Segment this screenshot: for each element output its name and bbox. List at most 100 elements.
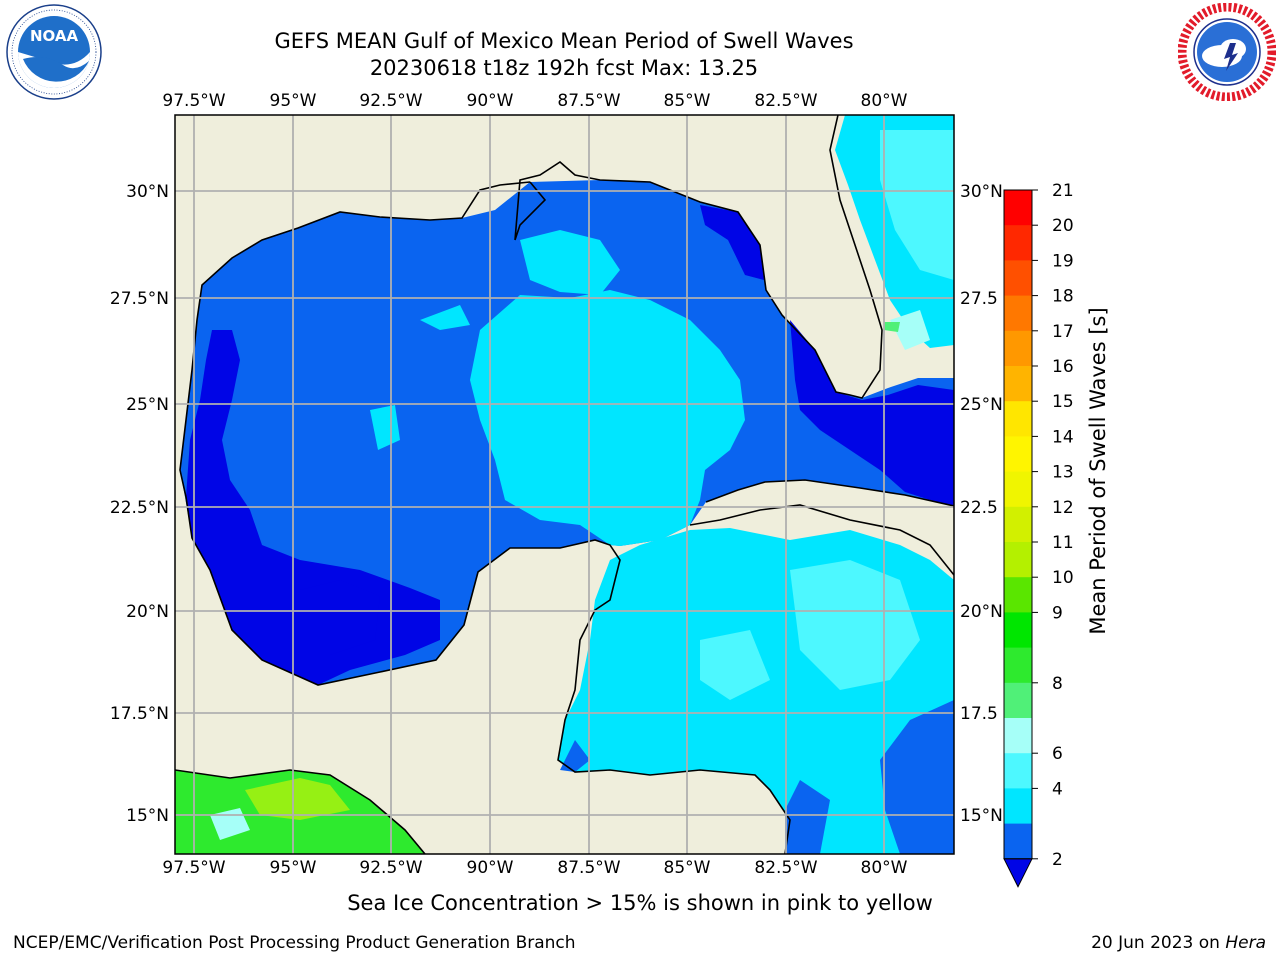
colorbar-tick-label: 18: [1052, 287, 1074, 307]
colorbar-tick-label: 14: [1052, 427, 1074, 447]
atlantic-patch-9-10s: [884, 322, 900, 332]
lon-label-bottom: 80°W: [861, 858, 908, 878]
colorbar-tick-label: 17: [1052, 322, 1074, 342]
map-subtitle: 20230618 t18z 192h fcst Max: 13.25: [369, 56, 759, 80]
colorbar-segment: [1004, 753, 1032, 789]
lon-label-top: 80°W: [861, 91, 908, 111]
caribbean-patch-6-8s-b: [700, 630, 770, 700]
colorbar-label: Mean Period of Swell Waves [s]: [1086, 307, 1110, 634]
colorbar-segment: [1004, 506, 1032, 543]
footer-date: 20 Jun 2023 on Hera: [1091, 933, 1266, 953]
colorbar-tick-label: 4: [1052, 779, 1063, 799]
gulf-patch-4-6s-a: [520, 230, 620, 295]
lat-label-left: 15°N: [126, 806, 169, 826]
lon-label-bottom: 82.5°W: [754, 858, 817, 878]
colorbar-tick-label: 20: [1052, 216, 1074, 236]
colorbar-segment: [1004, 682, 1032, 719]
lon-label-top: 92.5°W: [359, 91, 422, 111]
lat-label-right: 22.5: [960, 498, 998, 518]
graticule: [175, 115, 954, 854]
lon-label-top: 82.5°W: [754, 91, 817, 111]
lat-label-right: 27.5: [960, 289, 998, 309]
lat-label-right: 17.5: [960, 704, 998, 724]
lon-label-bottom: 95°W: [270, 858, 317, 878]
colorbar-tick-label: 19: [1052, 251, 1074, 271]
noaa-logo-icon: NOAA: [6, 4, 102, 100]
lon-label-bottom: 85°W: [664, 858, 711, 878]
lon-label-top: 85°W: [664, 91, 711, 111]
atlantic-patch-6-8s: [880, 130, 954, 280]
atlantic-patch-8-9s: [890, 310, 930, 350]
lon-label-top: 87.5°W: [557, 91, 620, 111]
sea-ice-note: Sea Ice Concentration > 15% is shown in …: [347, 891, 933, 915]
low-period-region-east: [790, 320, 954, 506]
colorbar-tick-label: 11: [1052, 533, 1074, 553]
colorbar-segment: [1004, 260, 1032, 297]
colorbar-segment: [1004, 577, 1032, 613]
colorbar-tick-label: 12: [1052, 498, 1074, 518]
lon-label-top: 90°W: [467, 91, 514, 111]
lon-label-top: 95°W: [270, 91, 317, 111]
footer-branch: NCEP/EMC/Verification Post Processing Pr…: [13, 933, 576, 953]
colorbar-segment: [1004, 225, 1032, 261]
map-frame: [174, 114, 955, 855]
colorbar-segment: [1004, 542, 1032, 578]
colorbar-tick-label: 2: [1052, 850, 1063, 870]
colorbar-segment: [1004, 788, 1032, 825]
lat-label-left: 17.5°N: [110, 704, 169, 724]
colorbar-segment: [1004, 190, 1032, 226]
colorbar-segment: [1004, 366, 1032, 402]
pacific-patch-12-13s: [245, 778, 350, 820]
lat-label-left: 27.5°N: [110, 289, 169, 309]
colorbar-segment: [1004, 612, 1032, 649]
colorbar-segment: [1004, 823, 1032, 860]
colorbar-tick-label: 21: [1052, 181, 1074, 201]
colorbar-tick-label: 16: [1052, 357, 1074, 377]
noaa-wordmark: NOAA: [30, 27, 79, 45]
colorbar-tick-label: 13: [1052, 463, 1074, 483]
lat-label-right: 30°N: [960, 182, 1003, 202]
colorbar-frame: [1003, 189, 1033, 860]
lon-label-bottom: 87.5°W: [557, 858, 620, 878]
colorbar-tick-label: 8: [1052, 674, 1063, 694]
caribbean-patch-6-8s: [790, 560, 920, 690]
lat-label-right: 15°N: [960, 806, 1003, 826]
caribbean-southcentral-2-4s: [785, 780, 830, 854]
colorbar: 21 20 19 18 17 16 15 14 13 12 11 10 9 8 6 4 2: [1003, 181, 1074, 888]
colorbar-tick-label: 6: [1052, 744, 1063, 764]
colorbar-segment: [1004, 471, 1032, 508]
footer-host: Hera: [1225, 933, 1266, 953]
lat-label-left: 25°N: [126, 395, 169, 415]
lon-label-bottom: 90°W: [467, 858, 514, 878]
caribbean-southwest-2-4s: [560, 740, 590, 772]
colorbar-tick-label: 15: [1052, 392, 1074, 412]
colorbar-segment: [1004, 718, 1032, 754]
colorbar-extend-arrow: [1003, 858, 1033, 888]
colorbar-tick-label: 10: [1052, 568, 1074, 588]
lat-label-left: 20°N: [126, 602, 169, 622]
colorbar-segment: [1004, 295, 1032, 332]
colorbar-tick-label: 9: [1052, 603, 1063, 623]
lat-label-right: 20°N: [960, 602, 1003, 622]
pacific-patch-8-9s: [210, 808, 250, 840]
gulf-patch-4-6s-c: [420, 305, 470, 330]
low-period-region-north: [700, 205, 764, 280]
lon-label-bottom: 97.5°W: [162, 858, 225, 878]
lon-label-top: 97.5°W: [162, 91, 225, 111]
gulf-centre-4-6s: [470, 290, 745, 546]
colorbar-segment: [1004, 436, 1032, 473]
low-period-region-southwest: [300, 580, 380, 655]
colorbar-segment: [1004, 647, 1032, 684]
lat-label-right: 25°N: [960, 395, 1003, 415]
nws-logo-icon: [1178, 3, 1276, 101]
gulf-patch-4-6s-b: [370, 405, 400, 450]
map-title: GEFS MEAN Gulf of Mexico Mean Period of …: [274, 29, 854, 53]
lat-label-left: 30°N: [126, 182, 169, 202]
gulf-of-mexico-swell-period-map: 97.5°W 95°W 92.5°W 90°W 87.5°W 85°W 82.5…: [110, 91, 1110, 888]
coastlines: [175, 115, 954, 854]
lon-label-bottom: 92.5°W: [359, 858, 422, 878]
colorbar-segment: [1004, 401, 1032, 437]
colorbar-segment: [1004, 330, 1032, 367]
footer-date-text: 20 Jun 2023 on: [1091, 933, 1226, 953]
lat-label-left: 22.5°N: [110, 498, 169, 518]
